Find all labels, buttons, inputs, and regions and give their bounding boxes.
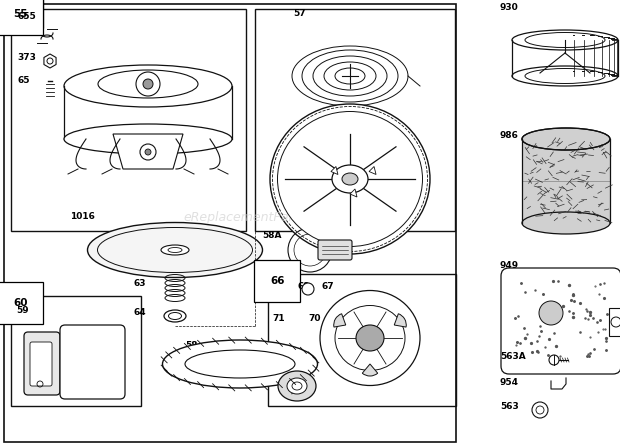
Polygon shape <box>350 189 357 197</box>
Text: eReplacementParts.com: eReplacementParts.com <box>184 211 336 224</box>
Ellipse shape <box>278 371 316 401</box>
Circle shape <box>140 144 156 160</box>
Ellipse shape <box>356 325 384 351</box>
Bar <box>609 308 620 336</box>
Bar <box>4 4 456 442</box>
Circle shape <box>145 149 151 155</box>
Ellipse shape <box>97 227 252 273</box>
Wedge shape <box>394 314 406 327</box>
Text: 59: 59 <box>16 306 29 315</box>
Bar <box>522 139 610 223</box>
Text: 70: 70 <box>308 314 321 323</box>
Polygon shape <box>44 54 56 68</box>
Ellipse shape <box>287 378 307 394</box>
Text: 930: 930 <box>500 3 519 12</box>
Text: 563A: 563A <box>500 352 526 361</box>
Text: 55: 55 <box>13 9 27 19</box>
Text: 608: 608 <box>6 2 28 12</box>
Text: 954: 954 <box>500 378 519 387</box>
Bar <box>268 274 456 406</box>
Ellipse shape <box>332 165 368 193</box>
Ellipse shape <box>320 290 420 385</box>
Ellipse shape <box>164 310 186 322</box>
Ellipse shape <box>522 128 610 150</box>
FancyBboxPatch shape <box>318 240 352 260</box>
Ellipse shape <box>98 70 198 98</box>
Ellipse shape <box>525 69 605 83</box>
Text: 67: 67 <box>322 282 335 291</box>
Wedge shape <box>362 364 378 376</box>
Polygon shape <box>331 166 338 174</box>
Polygon shape <box>113 134 183 169</box>
Ellipse shape <box>335 306 405 371</box>
Circle shape <box>539 301 563 325</box>
Text: 1016: 1016 <box>70 212 95 221</box>
Text: 63: 63 <box>133 279 146 288</box>
Text: 66: 66 <box>270 276 285 286</box>
Ellipse shape <box>512 66 618 86</box>
Text: 64: 64 <box>133 308 146 317</box>
Text: 58A: 58A <box>262 231 281 240</box>
Wedge shape <box>334 314 346 327</box>
Ellipse shape <box>512 30 618 50</box>
FancyBboxPatch shape <box>60 325 125 399</box>
Text: 60: 60 <box>13 298 27 308</box>
Ellipse shape <box>161 245 189 255</box>
Ellipse shape <box>342 173 358 185</box>
Circle shape <box>143 79 153 89</box>
Ellipse shape <box>522 212 610 234</box>
Ellipse shape <box>64 124 232 154</box>
Circle shape <box>549 355 559 365</box>
Ellipse shape <box>64 65 232 107</box>
Bar <box>11 9 246 231</box>
FancyBboxPatch shape <box>30 342 52 386</box>
FancyBboxPatch shape <box>501 268 620 374</box>
Polygon shape <box>369 166 376 174</box>
Circle shape <box>136 72 160 96</box>
Ellipse shape <box>525 33 605 48</box>
Text: 68: 68 <box>298 282 311 291</box>
Bar <box>11 296 141 406</box>
Ellipse shape <box>87 223 262 277</box>
Text: 56: 56 <box>290 139 303 148</box>
Text: 949: 949 <box>500 261 519 270</box>
Text: 58: 58 <box>185 341 198 350</box>
Text: 76: 76 <box>280 381 293 390</box>
Circle shape <box>302 283 314 295</box>
Text: 65: 65 <box>17 76 30 85</box>
Ellipse shape <box>185 350 295 378</box>
Text: 57: 57 <box>293 9 306 18</box>
Text: 563: 563 <box>500 402 519 411</box>
Text: 986: 986 <box>500 131 519 140</box>
Circle shape <box>532 402 548 418</box>
Ellipse shape <box>162 340 317 388</box>
Ellipse shape <box>278 112 422 247</box>
Ellipse shape <box>270 104 430 254</box>
Text: 373: 373 <box>17 53 36 62</box>
Text: 71: 71 <box>272 314 285 323</box>
Text: 655: 655 <box>17 12 36 21</box>
FancyBboxPatch shape <box>24 332 60 395</box>
Bar <box>255 9 455 231</box>
